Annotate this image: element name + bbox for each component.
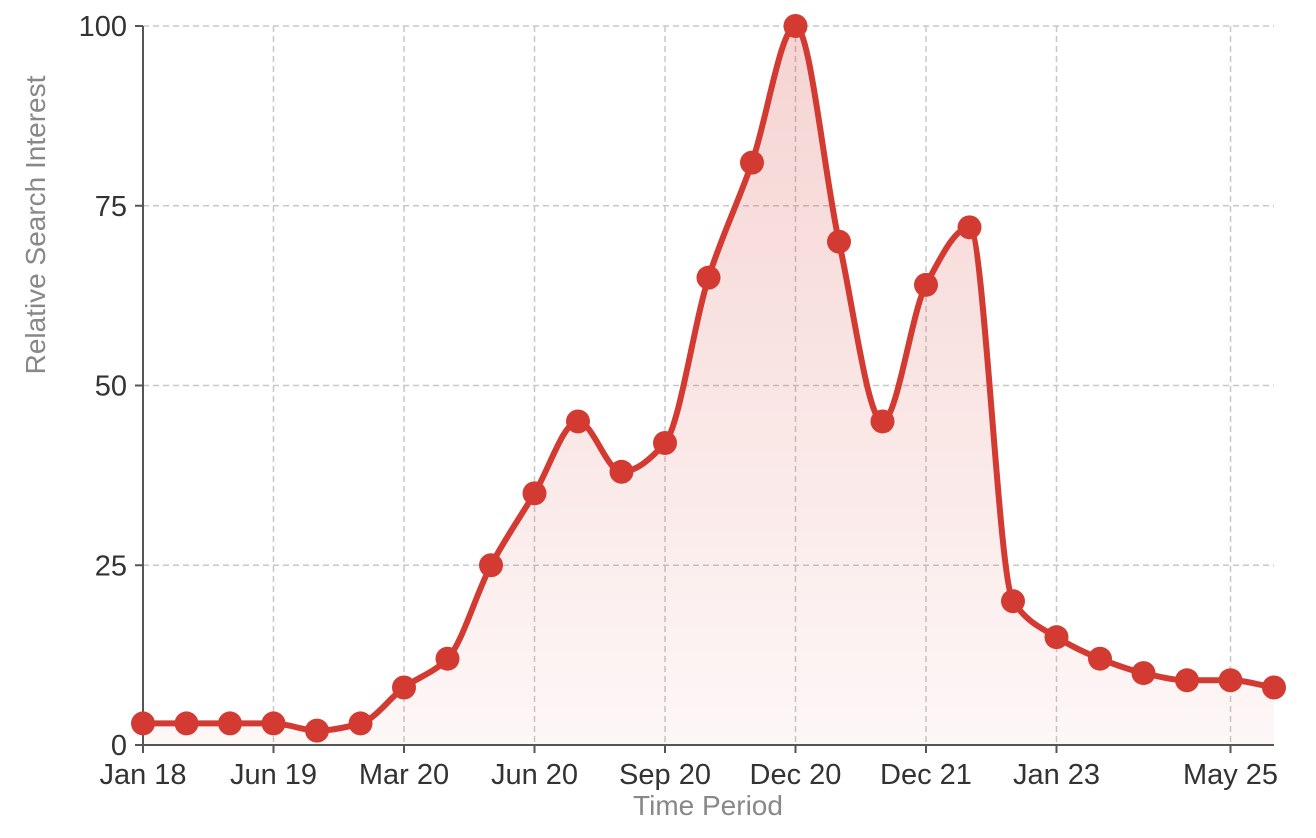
data-point <box>827 229 851 254</box>
area-fill <box>143 26 1274 745</box>
x-tick-label: May 25 <box>1183 759 1278 791</box>
x-tick-label: Jun 19 <box>230 759 317 791</box>
x-tick-label: Dec 21 <box>880 759 972 791</box>
data-point <box>131 711 155 736</box>
axes <box>135 25 1274 753</box>
y-tick-label: 25 <box>95 550 127 582</box>
data-point <box>957 215 982 240</box>
data-point <box>1001 589 1025 614</box>
x-tick-label: Jun 20 <box>491 759 578 791</box>
data-point <box>348 711 373 736</box>
x-axis-title: Time Period <box>633 790 783 821</box>
data-point <box>914 272 938 297</box>
y-tick-labels: 0 25 50 75 100 <box>79 11 127 762</box>
data-point <box>261 711 286 736</box>
data-point <box>1262 675 1286 700</box>
data-point <box>1218 668 1243 693</box>
data-point <box>174 711 199 736</box>
data-point <box>566 409 590 434</box>
data-point <box>696 265 721 290</box>
data-point <box>218 711 242 736</box>
data-point <box>479 553 503 578</box>
y-tick-label: 50 <box>95 371 127 403</box>
y-tick-label: 0 <box>111 730 127 762</box>
data-point <box>1131 661 1156 686</box>
data-point <box>392 675 416 700</box>
x-tick-label: Mar 20 <box>359 759 449 791</box>
x-tick-label: Sep 20 <box>619 759 711 791</box>
data-point <box>740 150 764 175</box>
x-tick-label: Jan 18 <box>99 759 186 791</box>
data-point <box>1088 646 1112 671</box>
x-tick-label: Jan 23 <box>1013 759 1100 791</box>
data-point <box>305 718 329 743</box>
data-point <box>1044 625 1069 650</box>
data-point <box>1175 668 1199 693</box>
data-point <box>870 409 895 434</box>
data-point <box>522 481 547 506</box>
data-points <box>131 14 1286 743</box>
data-point <box>609 459 634 484</box>
data-point <box>435 646 460 671</box>
data-point <box>783 14 808 38</box>
y-tick-label: 75 <box>95 191 127 223</box>
y-tick-label: 100 <box>79 11 127 43</box>
x-tick-labels: Jan 18 Jun 19 Mar 20 Jun 20 Sep 20 Dec 20 Dec … <box>99 759 1278 791</box>
data-point <box>653 431 677 456</box>
y-axis-title: Relative Search Interest <box>20 75 51 374</box>
x-tick-label: Dec 20 <box>750 759 842 791</box>
